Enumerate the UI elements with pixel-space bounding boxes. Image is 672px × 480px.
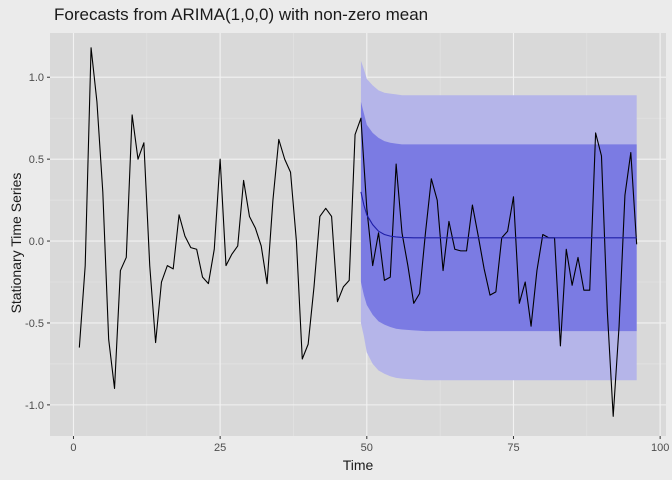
x-tick-label: 100 — [651, 442, 669, 454]
y-tick-label: -0.5 — [25, 318, 44, 330]
y-tick-label: 0.0 — [29, 236, 44, 248]
y-tick-label: 1.0 — [29, 72, 44, 84]
x-tick-label: 50 — [361, 442, 373, 454]
x-tick-label: 25 — [214, 442, 226, 454]
y-tick-label: -1.0 — [25, 400, 44, 412]
x-axis-title: Time — [343, 457, 374, 473]
x-tick-label: 75 — [507, 442, 519, 454]
axes: 0 25 50 75 100 -1.0 -0.5 0.0 0.5 1.0 — [25, 72, 669, 454]
series-line — [78, 47, 638, 417]
y-tick-label: 0.5 — [29, 154, 44, 166]
chart-title: Forecasts from ARIMA(1,0,0) with non-zer… — [54, 5, 429, 24]
y-axis-title: Stationary Time Series — [8, 173, 24, 314]
x-tick-label: 0 — [70, 442, 76, 454]
forecast-bands — [360, 60, 637, 381]
forecast-band-80 — [360, 101, 637, 332]
forecast-mean-line — [360, 191, 637, 239]
series-lines — [78, 47, 638, 417]
